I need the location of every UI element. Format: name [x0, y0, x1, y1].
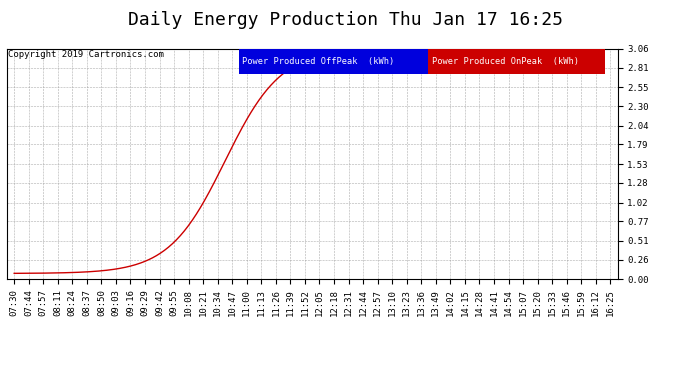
- Text: Power Produced OffPeak  (kWh): Power Produced OffPeak (kWh): [242, 57, 395, 66]
- Text: Daily Energy Production Thu Jan 17 16:25: Daily Energy Production Thu Jan 17 16:25: [128, 11, 562, 29]
- Text: Copyright 2019 Cartronics.com: Copyright 2019 Cartronics.com: [8, 50, 164, 59]
- Text: Power Produced OnPeak  (kWh): Power Produced OnPeak (kWh): [432, 57, 579, 66]
